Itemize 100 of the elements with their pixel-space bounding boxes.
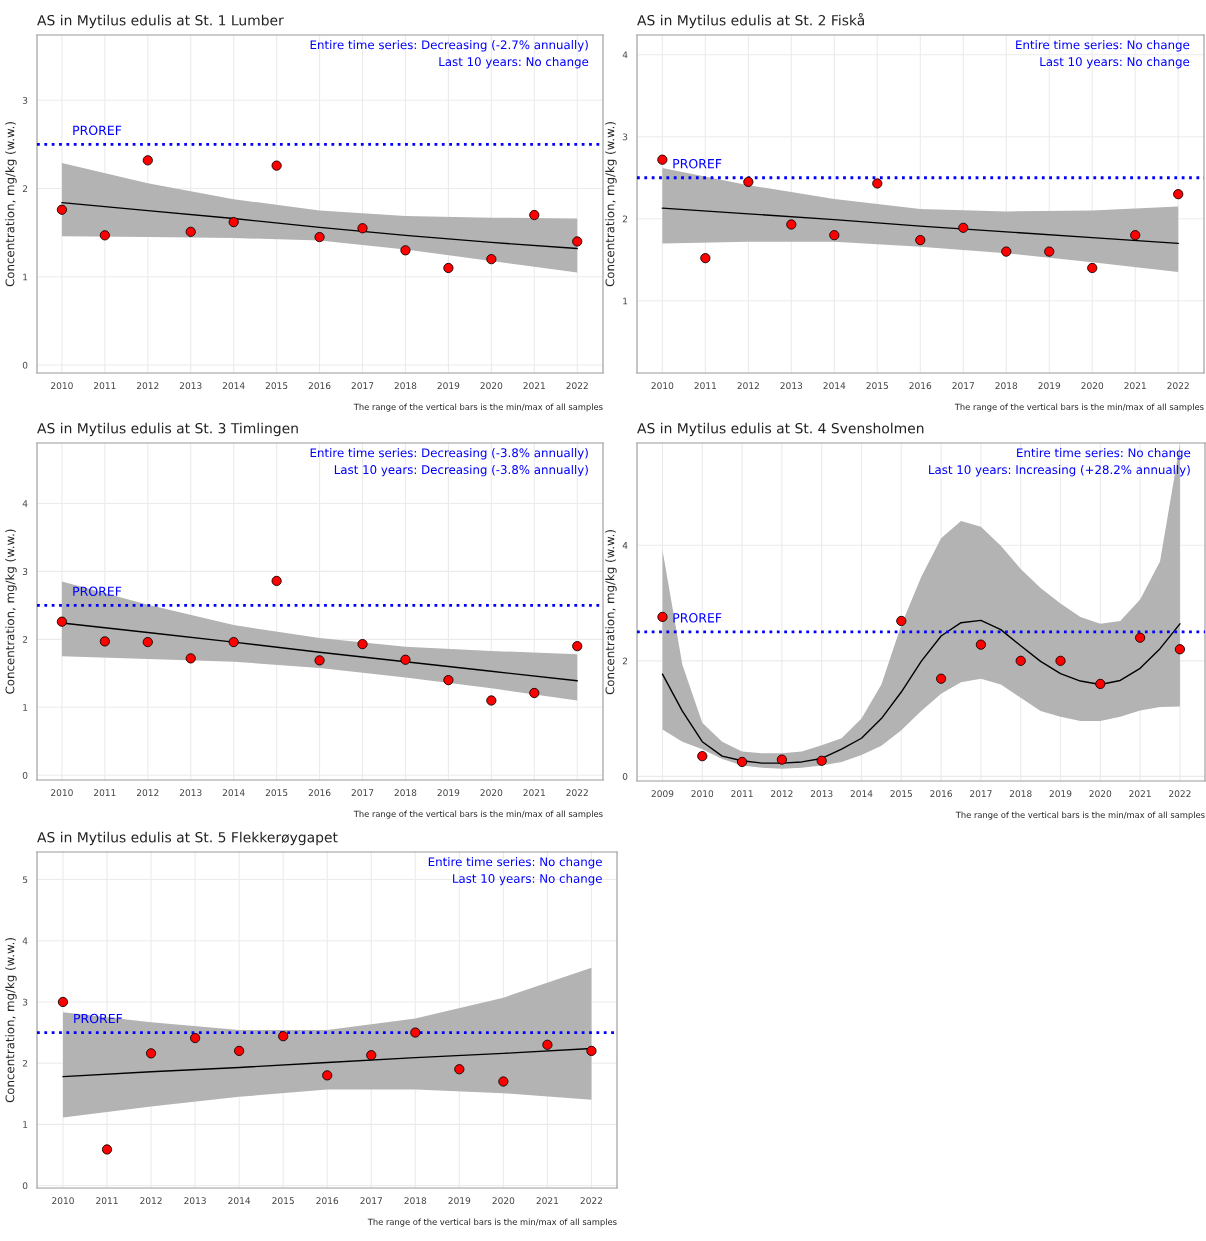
x-tick-label: 2015 xyxy=(866,382,888,390)
y-axis-title: Concentration, mg/kg (w.w.) xyxy=(5,938,17,1103)
x-tick-label: 2020 xyxy=(1081,382,1104,390)
x-tick-label: 2014 xyxy=(228,1197,251,1205)
ref-line-label: PROREF xyxy=(673,158,722,169)
x-tick-label: 2014 xyxy=(222,789,245,797)
x-tick-label: 2013 xyxy=(810,790,833,798)
ref-line-label: PROREF xyxy=(73,586,122,597)
x-tick-label: 2013 xyxy=(179,789,202,797)
x-tick-label: 2014 xyxy=(850,790,873,798)
x-tick-label: 2012 xyxy=(136,382,159,390)
x-tick-label: 2018 xyxy=(1009,790,1032,798)
text: The range of the vertical bars is the min/max of all samples xyxy=(367,1218,617,1227)
x-tick-label: 2022 xyxy=(1169,790,1191,798)
y-tick-label: 3 xyxy=(622,133,628,141)
x-tick-label: 2019 xyxy=(437,789,460,797)
text: The range of the vertical bars is the min/max of all samples xyxy=(955,811,1205,820)
x-tick-label: 2013 xyxy=(184,1197,206,1205)
x-tick-label: 2016 xyxy=(909,382,932,390)
x-tick-label: 2011 xyxy=(694,382,716,390)
annotation: Last 10 years: No change xyxy=(439,56,589,69)
y-tick-label: 0 xyxy=(22,361,28,369)
ref-line-label: PROREF xyxy=(73,125,122,136)
y-tick-label: 5 xyxy=(22,876,28,884)
x-tick-label: 2010 xyxy=(51,382,73,390)
x-tick-label: 2012 xyxy=(771,790,793,798)
chart-title: AS in Mytilus edulis at St. 3 Timlingen xyxy=(37,422,298,437)
y-tick-label: 1 xyxy=(23,273,28,281)
x-tick-label: 2019 xyxy=(1038,382,1061,390)
annotation: Entire time series: No change xyxy=(428,857,602,869)
x-tick-label: 2014 xyxy=(222,382,245,390)
x-tick-label: 2016 xyxy=(316,1197,339,1205)
x-tick-label: 2019 xyxy=(437,382,460,390)
x-tick-label: 2018 xyxy=(394,789,417,797)
text: The range of the vertical bars is the min/max of all samples xyxy=(353,403,603,412)
x-tick-label: 2018 xyxy=(404,1197,427,1205)
y-tick-label: 2 xyxy=(622,215,628,223)
x-tick-label: 2019 xyxy=(448,1197,471,1205)
y-tick-label: 0 xyxy=(22,771,28,779)
x-tick-label: 2021 xyxy=(1124,382,1146,390)
x-tick-label: 2017 xyxy=(351,382,374,390)
x-tick-label: 2017 xyxy=(952,382,974,390)
x-tick-label: 2015 xyxy=(890,790,912,798)
y-tick-label: 3 xyxy=(22,97,28,104)
annotation: Last 10 years: No change xyxy=(1040,56,1190,69)
annotation: Last 10 years: Decreasing (-3.8% annually) xyxy=(334,464,588,477)
text: The range of the vertical bars is the min/max of all samples xyxy=(353,810,603,819)
x-tick-label: 2020 xyxy=(480,382,503,390)
chart-title: AS in Mytilus edulis at St. 4 Svensholmen xyxy=(637,422,924,437)
x-tick-label: 2019 xyxy=(1049,790,1072,798)
x-tick-label: 2016 xyxy=(308,382,331,390)
y-tick-label: 1 xyxy=(623,297,628,305)
y-tick-label: 0 xyxy=(622,773,628,780)
y-axis-title: Concentration, mg/kg (w.w.) xyxy=(5,529,17,694)
x-tick-label: 2013 xyxy=(179,382,202,390)
x-tick-label: 2013 xyxy=(780,382,803,390)
text: The range of the vertical bars is the min/max of all samples xyxy=(954,403,1204,412)
x-tick-label: 2009 xyxy=(651,790,674,798)
x-tick-label: 2010 xyxy=(651,382,674,390)
x-tick-label: 2012 xyxy=(140,1197,162,1205)
x-tick-label: 2022 xyxy=(566,382,588,390)
annotation: Entire time series: No change xyxy=(1017,448,1191,460)
x-tick-label: 2010 xyxy=(52,1197,74,1205)
x-tick-label: 2011 xyxy=(94,789,116,797)
y-tick-label: 4 xyxy=(622,51,628,59)
x-tick-label: 2021 xyxy=(523,382,545,390)
x-tick-label: 2016 xyxy=(308,789,331,797)
y-tick-label: 3 xyxy=(22,568,28,575)
line-series xyxy=(661,207,1179,245)
y-tick-label: 2 xyxy=(22,636,28,643)
x-tick-label: 2014 xyxy=(823,382,846,390)
x-tick-label: 2015 xyxy=(272,1197,294,1205)
y-axis-title: Concentration, mg/kg (w.w.) xyxy=(605,530,617,695)
x-tick-label: 2016 xyxy=(930,790,953,798)
x-tick-label: 2011 xyxy=(731,790,753,798)
ref-line-label: PROREF xyxy=(673,613,722,623)
x-tick-label: 2021 xyxy=(523,789,545,797)
x-tick-label: 2018 xyxy=(394,382,417,390)
annotation: Entire time series: Decreasing (-2.7% annually) xyxy=(310,40,588,52)
y-tick-label: 2 xyxy=(22,1059,28,1067)
x-tick-label: 2020 xyxy=(492,1197,515,1205)
chart-title: AS in Mytilus edulis at St. 1 Lumber xyxy=(37,14,284,29)
x-tick-label: 2012 xyxy=(136,789,159,797)
annotation: Entire time series: No change xyxy=(1016,40,1190,52)
x-tick-label: 2021 xyxy=(1129,790,1151,798)
y-tick-label: 1 xyxy=(23,1121,28,1128)
annotation: Entire time series: Decreasing (-3.8% annually) xyxy=(310,448,588,460)
chart-title: AS in Mytilus edulis at St. 5 Flekkerøygapet xyxy=(37,831,338,846)
y-tick-label: 4 xyxy=(22,500,28,507)
x-tick-label: 2011 xyxy=(96,1197,118,1205)
y-tick-label: 1 xyxy=(23,704,28,711)
chart-title: AS in Mytilus edulis at St. 2 Fiskå xyxy=(637,13,864,29)
x-tick-label: 2022 xyxy=(566,789,588,797)
x-tick-label: 2012 xyxy=(737,382,759,390)
x-tick-label: 2010 xyxy=(51,789,73,797)
y-tick-label: 2 xyxy=(622,657,628,665)
ref-line-label: PROREF xyxy=(74,1013,123,1024)
x-tick-label: 2015 xyxy=(265,789,288,797)
x-tick-label: 2017 xyxy=(360,1197,382,1205)
y-tick-label: 0 xyxy=(22,1182,28,1190)
